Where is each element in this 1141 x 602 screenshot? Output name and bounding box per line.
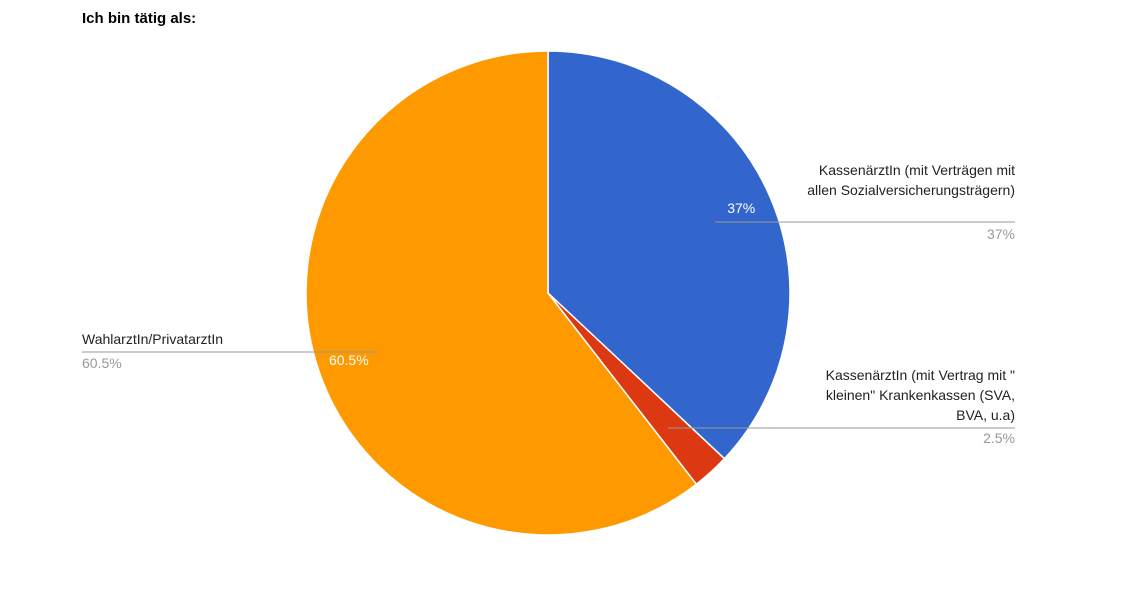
legend-value: 37% (986, 226, 1015, 242)
slice-label: 60.5% (329, 352, 369, 368)
pie-slice (305, 50, 698, 536)
legend-label: WahlarztIn/PrivatarztIn (82, 331, 224, 347)
legend-label: KassenärztIn (mit Verträgen mit allen So… (807, 162, 1015, 198)
slice-label: 37% (727, 200, 755, 216)
pie-slice (547, 50, 791, 460)
chart-title: Ich bin tätig als: (82, 10, 197, 27)
legend-value: 2.5% (983, 430, 1015, 446)
legend-value: 60.5% (82, 355, 122, 371)
legend-label: KassenärztIn (mit Vertrag mit " kleinen"… (825, 367, 1015, 423)
